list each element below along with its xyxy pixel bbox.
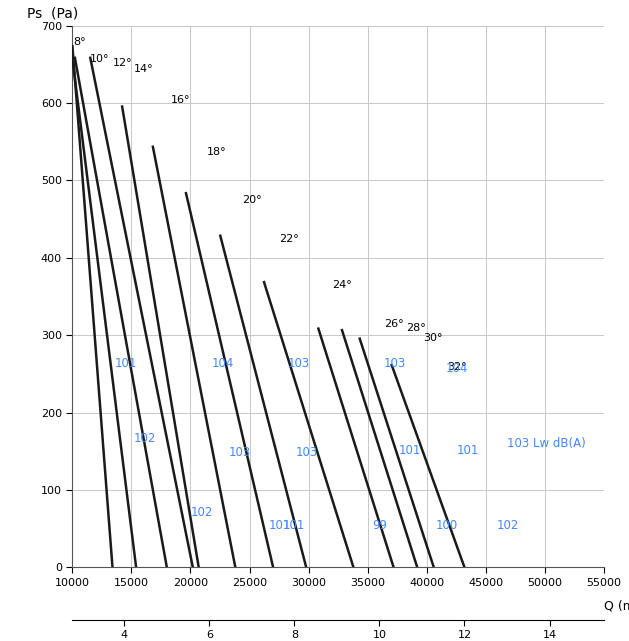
Text: 103: 103 — [287, 357, 309, 370]
Text: 102: 102 — [191, 506, 213, 519]
Text: 101: 101 — [456, 444, 479, 456]
Text: 16°: 16° — [170, 96, 190, 105]
Text: 101: 101 — [398, 444, 421, 456]
Text: 104: 104 — [212, 357, 234, 370]
Text: 101: 101 — [269, 519, 291, 531]
Text: 99: 99 — [372, 519, 387, 531]
Text: 102: 102 — [134, 432, 156, 445]
Text: 8°: 8° — [73, 37, 86, 47]
Text: 101: 101 — [282, 519, 305, 531]
Text: 24°: 24° — [332, 280, 352, 290]
Text: 103: 103 — [228, 446, 250, 459]
Text: 103: 103 — [384, 357, 406, 370]
Text: 100: 100 — [436, 519, 459, 531]
Text: 30°: 30° — [423, 333, 443, 343]
Text: 103 Lw dB(A): 103 Lw dB(A) — [507, 437, 586, 450]
Text: 18°: 18° — [207, 147, 226, 157]
Text: 28°: 28° — [406, 323, 426, 333]
Text: Ps  (Pa): Ps (Pa) — [27, 6, 79, 21]
Text: 12°: 12° — [113, 58, 132, 68]
Text: 26°: 26° — [384, 319, 404, 329]
Text: 22°: 22° — [279, 234, 299, 244]
Text: 32°: 32° — [447, 362, 466, 372]
Text: 14°: 14° — [134, 63, 153, 74]
Text: 20°: 20° — [242, 195, 262, 205]
Text: 10°: 10° — [90, 54, 109, 63]
Text: Q (m³/h): Q (m³/h) — [604, 600, 629, 613]
Text: 103: 103 — [296, 446, 318, 459]
Text: 102: 102 — [496, 519, 519, 531]
Text: 104: 104 — [445, 362, 468, 374]
Text: 101: 101 — [115, 357, 137, 370]
